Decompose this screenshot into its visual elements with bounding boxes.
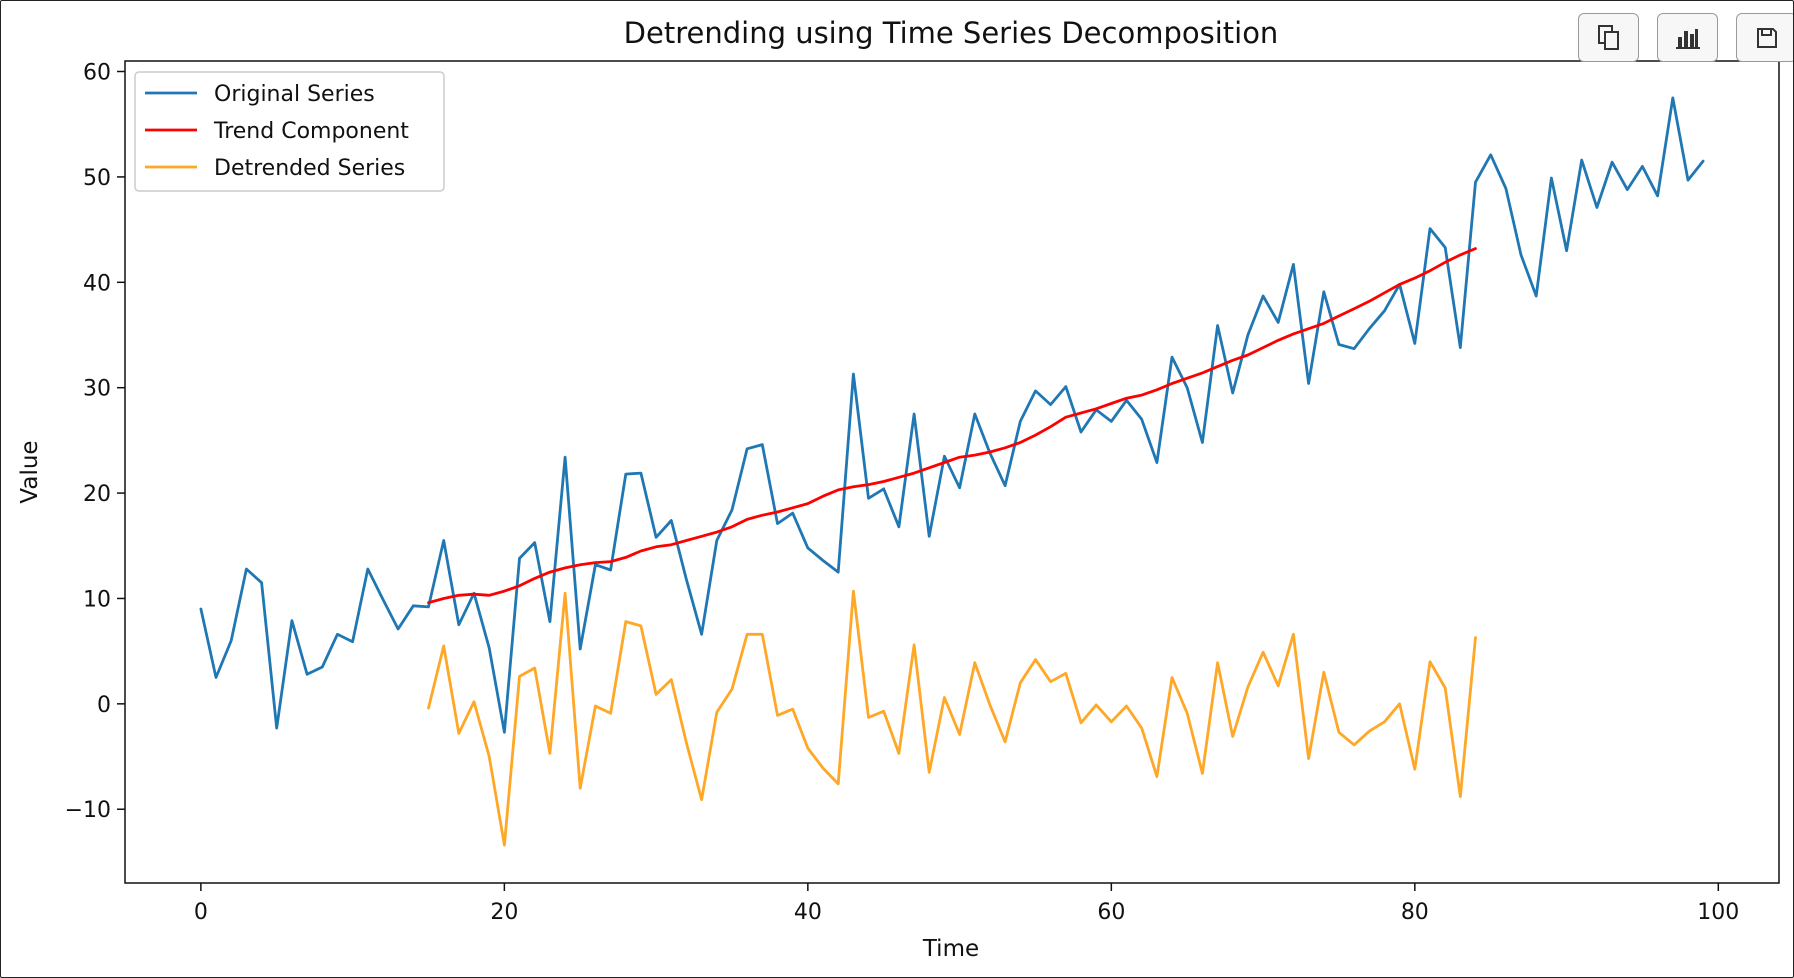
x-tick-label: 80 <box>1401 900 1429 925</box>
chart-title: Detrending using Time Series Decompositi… <box>624 16 1279 50</box>
x-axis-label: Time <box>922 936 979 962</box>
y-tick-label: 10 <box>83 587 111 612</box>
legend-label: Trend Component <box>213 119 409 144</box>
series-line-1 <box>199 96 1705 734</box>
x-tick-label: 20 <box>490 900 518 925</box>
y-tick-label: −10 <box>65 798 111 823</box>
y-tick-label: 30 <box>83 377 111 402</box>
x-tick-label: 40 <box>794 900 822 925</box>
bar-chart-icon <box>1675 28 1700 49</box>
series-line-3 <box>427 589 1477 847</box>
plot-area <box>124 60 1780 884</box>
save-icon <box>1756 27 1777 48</box>
copy-button[interactable] <box>1578 13 1639 62</box>
legend-label: Original Series <box>214 82 375 107</box>
y-tick-label: 40 <box>83 271 111 296</box>
y-tick-label: 20 <box>83 482 111 507</box>
copy-icon <box>1597 24 1619 50</box>
x-tick-label: 60 <box>1097 900 1125 925</box>
x-tick-label: 100 <box>1697 900 1739 925</box>
save-button[interactable] <box>1736 13 1793 62</box>
x-tick-label: 0 <box>194 900 208 925</box>
series-layer <box>199 96 1705 847</box>
x-axis: 0 20 40 60 80 100 <box>194 883 1739 925</box>
y-axis: −10 0 10 20 30 40 50 60 <box>65 61 125 823</box>
y-axis-label: Value <box>17 440 43 503</box>
y-tick-label: 50 <box>83 166 111 191</box>
y-tick-label: 60 <box>83 61 111 86</box>
legend-label: Detrended Series <box>214 156 405 181</box>
legend: Original Series Trend Component Detrended … <box>134 71 445 192</box>
y-tick-label: 0 <box>97 693 111 718</box>
series-line-2 <box>427 247 1477 605</box>
legend-box <box>134 71 445 192</box>
chart-button[interactable] <box>1657 13 1718 62</box>
